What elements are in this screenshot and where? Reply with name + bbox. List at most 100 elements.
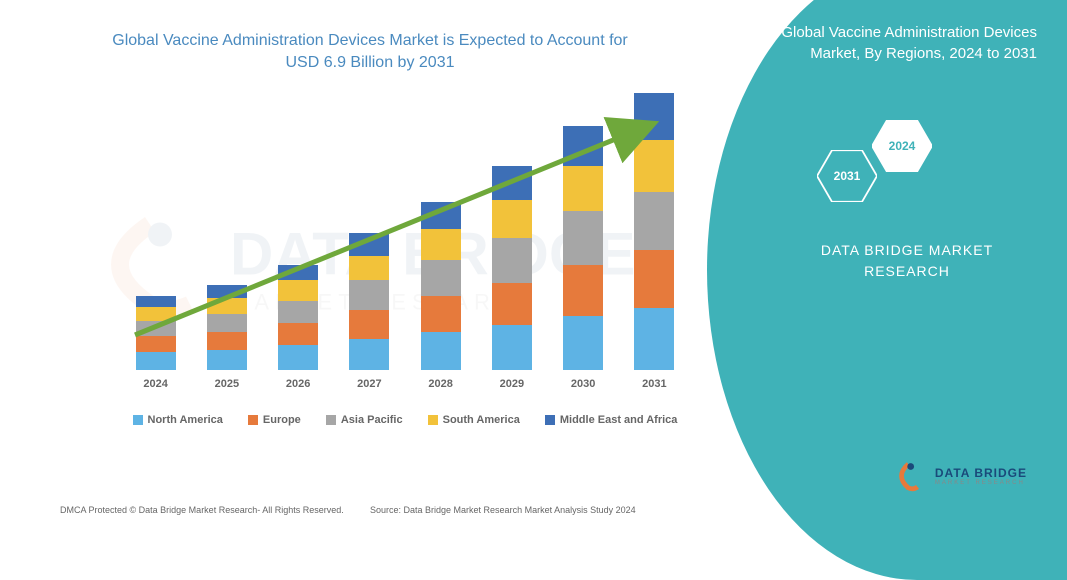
bar-group: 2029 (488, 166, 536, 390)
legend-label: Asia Pacific (341, 414, 403, 426)
legend-label: North America (148, 414, 223, 426)
bar-segment (278, 345, 318, 370)
bar-segment (421, 296, 461, 332)
right-bg-shape (707, 0, 1067, 580)
brand-line2: RESEARCH (797, 261, 1017, 282)
bar-segment (207, 298, 247, 314)
bar-segment (136, 321, 176, 337)
bar-segment (349, 280, 389, 309)
bar-group: 2027 (345, 233, 393, 390)
bar-stack (492, 166, 532, 370)
bars-area: 2024 2025 2026 2027 2028 2029 2030 2031 (120, 110, 690, 390)
bar-segment (421, 229, 461, 260)
bar-group: 2030 (559, 126, 607, 390)
bar-segment (563, 211, 603, 265)
legend-swatch (428, 415, 438, 425)
bar-segment (492, 200, 532, 238)
x-axis-label: 2028 (428, 378, 452, 390)
logo-main-text: DATA BRIDGE (935, 466, 1027, 480)
bar-segment (278, 301, 318, 323)
brand-line1: DATA BRIDGE MARKET (797, 240, 1017, 261)
bar-segment (349, 310, 389, 339)
brand-logo: DATA BRIDGE MARKET RESEARCH (893, 459, 1027, 493)
bar-segment (207, 314, 247, 332)
legend-label: Europe (263, 414, 301, 426)
hex-label: 2024 (889, 139, 916, 153)
bar-segment (136, 352, 176, 370)
legend-item: Europe (248, 414, 301, 426)
x-axis-label: 2026 (286, 378, 310, 390)
bar-segment (421, 202, 461, 229)
logo-icon (893, 459, 927, 493)
hex-2031: 2031 (817, 150, 877, 202)
chart-legend: North America Europe Asia Pacific South Ame… (120, 414, 690, 426)
bar-segment (563, 126, 603, 166)
bar-stack (563, 126, 603, 370)
bar-group: 2028 (417, 202, 465, 390)
bar-segment (278, 323, 318, 345)
legend-label: Middle East and Africa (560, 414, 678, 426)
bar-segment (207, 285, 247, 298)
bar-segment (634, 93, 674, 140)
bar-group: 2031 (630, 93, 678, 390)
bar-segment (207, 350, 247, 370)
bar-segment (136, 307, 176, 320)
hex-2024: 2024 (872, 120, 932, 172)
bar-stack (136, 296, 176, 370)
bar-segment (492, 238, 532, 283)
year-hexagons: 2031 2024 (817, 120, 977, 220)
bar-segment (563, 166, 603, 211)
legend-label: South America (443, 414, 520, 426)
bar-segment (349, 256, 389, 281)
bar-stack (207, 285, 247, 370)
bar-group: 2024 (132, 296, 180, 390)
legend-swatch (326, 415, 336, 425)
x-axis-label: 2027 (357, 378, 381, 390)
bar-segment (136, 296, 176, 307)
legend-swatch (545, 415, 555, 425)
brand-text: DATA BRIDGE MARKET RESEARCH (797, 240, 1017, 282)
bar-stack (421, 202, 461, 370)
bar-segment (421, 332, 461, 370)
legend-swatch (133, 415, 143, 425)
legend-swatch (248, 415, 258, 425)
bar-segment (563, 265, 603, 317)
legend-item: South America (428, 414, 520, 426)
main-chart-area: DATA BRIDGE MARKET RESEARCH Global Vacci… (0, 0, 740, 533)
logo-sub-text: MARKET RESEARCH (935, 480, 1027, 486)
bar-stack (278, 265, 318, 370)
bar-segment (207, 332, 247, 350)
x-axis-label: 2025 (215, 378, 239, 390)
footer-source: Source: Data Bridge Market Research Mark… (370, 505, 636, 515)
bar-segment (349, 339, 389, 370)
right-panel-title: Global Vaccine Administration Devices Ma… (777, 22, 1037, 64)
chart-container: 20242025202620272028202920302031 North A… (120, 110, 690, 420)
bar-segment (349, 233, 389, 255)
bar-stack (349, 233, 389, 370)
bar-group: 2025 (203, 285, 251, 390)
bar-stack (634, 93, 674, 370)
bar-segment (634, 192, 674, 250)
bar-segment (278, 280, 318, 300)
bar-segment (136, 336, 176, 352)
legend-item: Asia Pacific (326, 414, 403, 426)
bar-segment (421, 260, 461, 296)
x-axis-label: 2029 (500, 378, 524, 390)
bar-segment (492, 325, 532, 370)
x-axis-label: 2024 (143, 378, 167, 390)
x-axis-label: 2031 (642, 378, 666, 390)
bar-group: 2026 (274, 265, 322, 390)
bar-segment (492, 166, 532, 200)
x-axis-label: 2030 (571, 378, 595, 390)
bar-segment (563, 316, 603, 370)
hex-label: 2031 (834, 169, 861, 183)
footer-dmca: DMCA Protected © Data Bridge Market Rese… (60, 505, 344, 515)
chart-title: Global Vaccine Administration Devices Ma… (0, 0, 740, 85)
bar-segment (634, 140, 674, 192)
bar-segment (634, 308, 674, 370)
right-panel: Global Vaccine Administration Devices Ma… (727, 0, 1067, 533)
legend-item: Middle East and Africa (545, 414, 678, 426)
bar-segment (492, 283, 532, 326)
legend-item: North America (133, 414, 223, 426)
bar-segment (634, 250, 674, 308)
